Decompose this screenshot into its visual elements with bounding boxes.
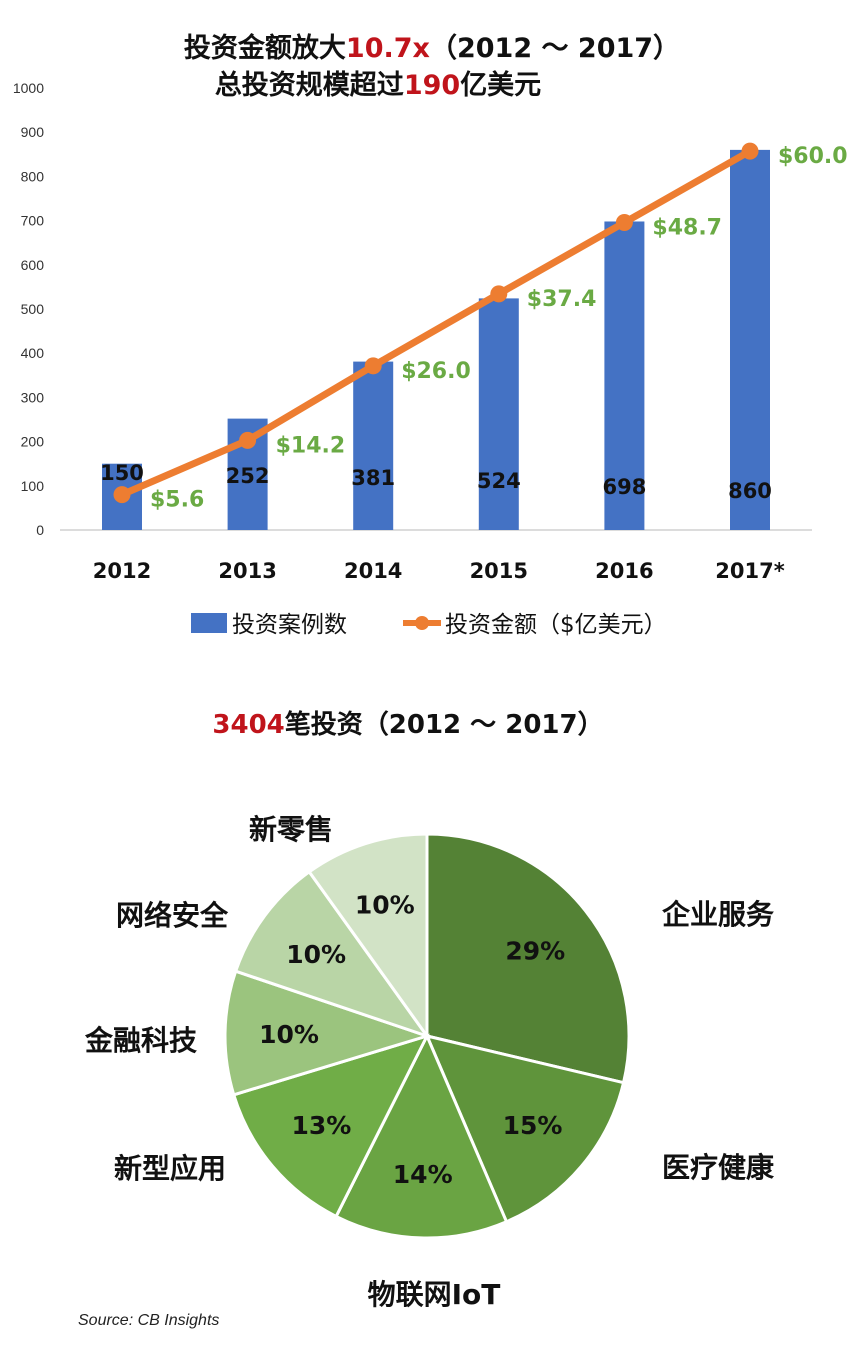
- legend-label-bar: 投资案例数: [232, 612, 347, 638]
- x-tick-label: 2016: [595, 559, 653, 583]
- bar: [478, 298, 519, 530]
- line-value-label: $5.6: [150, 488, 204, 513]
- y-tick-label: 800: [21, 168, 45, 184]
- x-tick-label: 2013: [218, 559, 276, 583]
- bar-value-labels: 150 252 381 524 698 860: [100, 461, 772, 503]
- y-axis: 0 100 200 300 400 500 600 700 800 900 1000: [13, 80, 44, 538]
- bar-value-label: 698: [602, 475, 646, 499]
- pie-slice: [223, 969, 432, 1097]
- pie-category-label: 网络安全: [116, 899, 229, 932]
- y-tick-label: 500: [21, 301, 45, 317]
- y-tick-label: 0: [36, 522, 44, 538]
- x-tick-label: 2015: [470, 559, 528, 583]
- bar: [353, 361, 394, 530]
- pie-category-label: 金融科技: [84, 1024, 197, 1057]
- pie-slice: [334, 1032, 509, 1240]
- x-axis: 2012 2013 2014 2015 2016 2017*: [93, 559, 785, 583]
- source-note: Source: CB Insights: [78, 1312, 219, 1329]
- pie-category-label: 新零售: [249, 813, 333, 846]
- legend-label-line: 投资金额（$亿美元）: [445, 612, 667, 638]
- pie-percent-label: 13%: [292, 1111, 352, 1140]
- line-point: [113, 486, 131, 504]
- pie-percent-label: 29%: [505, 936, 565, 965]
- line-value-label: $26.0: [401, 359, 471, 384]
- pie-category-label: 新型应用: [114, 1152, 226, 1185]
- bar: [604, 221, 645, 530]
- y-tick-label: 300: [21, 389, 45, 405]
- line-point: [239, 431, 257, 449]
- x-tick-label: 2012: [93, 559, 151, 583]
- bar-value-label: 252: [226, 464, 270, 488]
- line-value-label: $14.2: [276, 433, 346, 458]
- pie-slices: [223, 832, 631, 1240]
- y-tick-label: 600: [21, 257, 45, 273]
- series-line: [118, 147, 754, 499]
- line-value-label: $60.0: [778, 144, 848, 169]
- y-tick-label: 1000: [13, 80, 44, 96]
- pie-percent-label: 10%: [355, 891, 415, 920]
- pie-slice: [233, 869, 431, 1039]
- pie-chart-title: 3404笔投资（2012 ～ 2017）: [212, 709, 603, 740]
- line-value-labels: $5.6 $14.2 $26.0 $37.4 $48.7 $60.0: [150, 144, 848, 512]
- pie-percent-labels: 29% 15% 14% 13% 10% 10% 10%: [259, 891, 565, 1189]
- bar-chart-title-line1: 投资金额放大10.7x（2012 ～ 2017）: [184, 32, 680, 64]
- pie-category-label: 企业服务: [662, 898, 774, 931]
- legend-swatch-bar: [191, 613, 227, 633]
- y-tick-label: 100: [21, 478, 45, 494]
- pie-category-label: 物联网IoT: [368, 1278, 501, 1311]
- line-series: [113, 142, 759, 504]
- bar-value-label: 860: [728, 479, 772, 503]
- bar-value-label: 150: [100, 461, 144, 485]
- line-point: [615, 213, 633, 231]
- bar-series: [102, 149, 770, 530]
- line-value-label: $48.7: [652, 215, 722, 240]
- bar-value-label: 381: [351, 466, 395, 490]
- pie-percent-label: 10%: [259, 1020, 319, 1049]
- bar-chart-title-line2: 总投资规模超过190亿美元: [215, 69, 541, 101]
- pie-category-label: 医疗健康: [662, 1151, 775, 1184]
- y-tick-label: 400: [21, 345, 45, 361]
- bar: [730, 149, 770, 530]
- pie-slice: [425, 832, 631, 1085]
- bar-value-label: 524: [477, 469, 521, 493]
- pie-slice: [424, 1033, 626, 1224]
- line-point: [490, 285, 508, 303]
- legend: 投资案例数 投资金额（$亿美元）: [191, 612, 667, 638]
- x-tick-label: 2017*: [715, 559, 784, 583]
- y-tick-label: 200: [21, 434, 45, 450]
- pie-slice: [307, 832, 429, 1041]
- pie-percent-label: 10%: [286, 940, 346, 969]
- pie-percent-label: 15%: [503, 1111, 563, 1140]
- line-point: [364, 357, 382, 375]
- line-value-label: $37.4: [527, 287, 597, 312]
- pie-percent-label: 14%: [393, 1160, 453, 1189]
- line-point: [741, 142, 759, 160]
- x-tick-label: 2014: [344, 559, 402, 583]
- y-tick-label: 700: [21, 213, 45, 229]
- legend-swatch-marker: [415, 616, 429, 630]
- y-tick-label: 900: [21, 124, 45, 140]
